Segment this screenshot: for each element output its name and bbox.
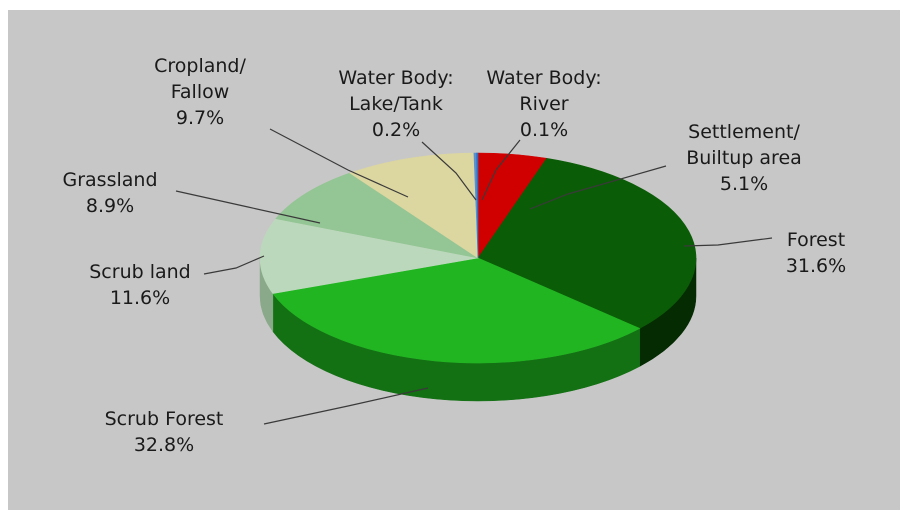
data-label-text-3: Scrub land [89,261,191,283]
data-label-value-5: 9.7% [176,107,224,129]
leader-line-3 [203,255,265,275]
data-label-text-2: Scrub Forest [105,408,224,430]
data-label-value-0: 5.1% [720,173,768,195]
slice-2 [272,257,641,364]
data-label-value-7: 0.1% [520,119,568,141]
leader-line-5 [269,128,409,198]
chart-area: Settlement/Builtup area 5.1% Forest 31.6% Sc… [8,10,900,510]
data-label-text-5: Fallow [171,81,230,103]
leader-line-2 [263,387,429,425]
data-label-value-2: 32.8% [134,434,194,456]
slice-4 [275,172,479,259]
data-label-text-0: Builtup area [686,147,802,169]
data-label-value-6: 0.2% [372,119,420,141]
data-label-text-1: Forest [787,229,845,251]
data-label-text-0: Settlement/ [688,121,800,143]
data-label-text-6: Water Body: [338,67,453,89]
slice-7 [476,152,479,259]
leader-line-1 [683,237,773,247]
leader-line-6 [421,141,477,201]
leader-line-7 [481,139,521,201]
data-label-text-7: River [519,93,568,115]
leader-line-0 [529,165,667,210]
pie-chart: Settlement/Builtup area 5.1% Forest 31.6% Sc… [63,55,847,456]
data-label-value-3: 11.6% [110,287,170,309]
data-label-text-7: Water Body: [486,67,601,89]
leader-line-4 [175,190,321,224]
data-label-text-5: Cropland/ [154,55,246,77]
slice-1 [477,158,697,329]
data-labels: Settlement/Builtup area 5.1% Forest 31.6% Sc… [63,55,847,456]
slice-5 [349,152,479,259]
pie-top-faces [259,152,697,364]
slice-3 [259,218,479,294]
data-label-text-6: Lake/Tank [349,93,443,115]
data-label-text-4: Grassland [63,169,158,191]
data-label-value-4: 8.9% [86,195,134,217]
data-label-value-1: 31.6% [786,255,846,277]
